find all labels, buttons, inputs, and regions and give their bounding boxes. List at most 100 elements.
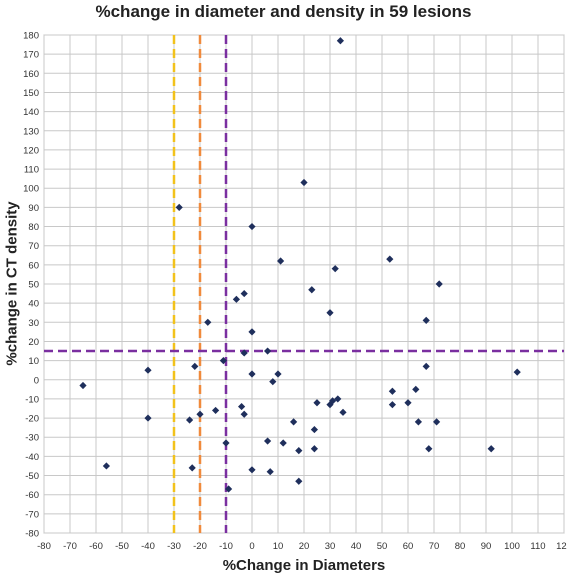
data-point: [295, 477, 303, 485]
data-point: [388, 401, 396, 409]
data-point: [225, 485, 233, 493]
x-tick-label: -50: [115, 541, 129, 552]
data-point: [310, 445, 318, 453]
y-tick-label: -80: [25, 529, 39, 540]
x-tick-label: -10: [219, 541, 233, 552]
y-tick-label: 180: [23, 31, 39, 42]
x-tick-label: 110: [530, 541, 545, 552]
y-axis-label: %change in CT density: [3, 201, 21, 366]
data-point: [295, 447, 303, 455]
data-point: [144, 414, 152, 422]
data-point: [279, 439, 287, 447]
data-point: [414, 418, 422, 426]
data-point: [240, 410, 248, 418]
x-tick-label: 70: [429, 541, 440, 552]
data-point: [264, 347, 272, 355]
y-tick-label: -70: [25, 509, 39, 520]
y-tick-label: 170: [23, 50, 39, 61]
data-point: [264, 437, 272, 445]
x-tick-label: 50: [377, 541, 388, 552]
data-point: [310, 425, 318, 434]
x-tick-label: -40: [141, 541, 155, 552]
data-point: [386, 255, 394, 263]
y-tick-label: -10: [25, 394, 39, 405]
data-point: [232, 295, 240, 303]
data-point: [204, 318, 212, 326]
y-tick-label: -20: [25, 414, 39, 425]
y-tick-label: 120: [23, 145, 39, 156]
x-tick-label: -70: [63, 541, 77, 552]
data-point: [248, 370, 256, 378]
data-point: [326, 309, 334, 317]
data-point: [388, 387, 396, 395]
data-point: [331, 265, 339, 273]
data-point: [412, 385, 420, 393]
y-tick-label: 70: [28, 241, 39, 252]
data-point: [248, 328, 256, 336]
data-point: [329, 397, 337, 405]
y-tick-label: 110: [24, 165, 39, 176]
data-point: [248, 466, 256, 474]
data-point: [313, 399, 321, 407]
x-tick-label: 0: [249, 541, 254, 552]
y-tick-label: 50: [28, 280, 39, 291]
data-point: [219, 357, 227, 365]
data-point: [487, 445, 495, 453]
reference-lines: [44, 35, 564, 533]
data-point: [435, 280, 443, 288]
x-tick-label: 80: [455, 541, 466, 552]
y-tick-label: -40: [25, 452, 39, 463]
x-tick-label: 120: [556, 541, 567, 552]
y-tick-label: 160: [23, 69, 39, 80]
data-point: [513, 368, 521, 376]
data-point: [188, 464, 196, 472]
data-point: [300, 178, 308, 187]
x-tick-label: -80: [37, 541, 51, 552]
data-point: [240, 289, 248, 298]
y-tick-label: -60: [25, 490, 39, 501]
y-tick-label: 40: [28, 299, 39, 310]
x-tick-label: 60: [403, 541, 414, 552]
data-point: [102, 462, 110, 470]
y-tick-label: 20: [28, 337, 39, 348]
data-point: [336, 37, 344, 45]
tick-labels: -80 -70 -60 -50 -40 -30 -20 -10 0 10 20 30 40 50 60 70 8…: [23, 31, 567, 553]
data-point: [269, 378, 277, 386]
x-tick-label: 40: [351, 541, 362, 552]
x-tick-label: -20: [193, 541, 207, 552]
data-point: [240, 349, 248, 357]
y-tick-label: 90: [28, 203, 39, 214]
x-axis-label: %Change in Diameters: [222, 557, 386, 574]
data-points: [79, 37, 521, 493]
data-point: [274, 370, 282, 378]
y-tick-label: -50: [25, 471, 39, 482]
data-point: [308, 286, 316, 294]
y-tick-label: 130: [23, 126, 39, 137]
y-tick-label: 100: [23, 184, 39, 195]
y-tick-label: 150: [23, 88, 39, 99]
data-point: [238, 402, 246, 411]
data-point: [248, 222, 256, 231]
data-point: [79, 381, 87, 390]
data-point: [433, 418, 441, 426]
data-point: [404, 399, 412, 407]
data-point: [277, 257, 285, 265]
data-point: [422, 316, 430, 324]
y-tick-label: 140: [23, 107, 39, 118]
data-point: [425, 445, 433, 453]
x-tick-label: 10: [273, 541, 284, 552]
x-tick-label: 90: [481, 541, 492, 552]
x-tick-label: 100: [504, 541, 520, 552]
chart-title: %change in diameter and density in 59 le…: [95, 2, 472, 21]
y-tick-label: 30: [28, 318, 39, 329]
data-point: [339, 408, 347, 416]
y-tick-label: 80: [28, 222, 39, 233]
y-tick-label: -30: [25, 433, 39, 444]
x-tick-label: -60: [89, 541, 103, 552]
data-point: [144, 366, 152, 374]
data-point: [422, 362, 430, 370]
data-point: [334, 395, 342, 403]
data-point: [266, 468, 274, 476]
data-point: [175, 203, 183, 211]
x-tick-label: 20: [299, 541, 310, 552]
